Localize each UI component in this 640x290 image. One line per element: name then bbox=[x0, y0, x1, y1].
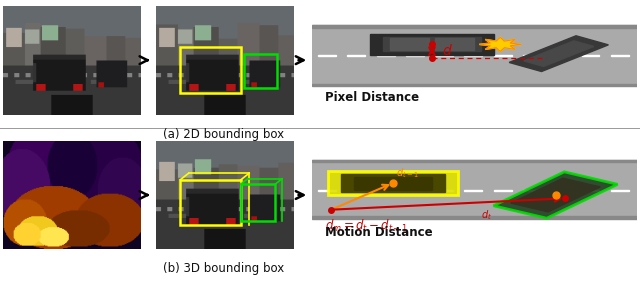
Bar bbox=[465, 55, 483, 56]
Polygon shape bbox=[524, 41, 594, 66]
Bar bbox=[341, 174, 445, 192]
Bar bbox=[312, 216, 637, 219]
Text: Motion Distance: Motion Distance bbox=[324, 226, 432, 238]
Bar bbox=[244, 54, 276, 88]
Text: (b) 3D bounding box: (b) 3D bounding box bbox=[163, 262, 285, 275]
Bar bbox=[552, 190, 570, 191]
Text: $d_{t-1}$: $d_{t-1}$ bbox=[396, 166, 419, 180]
Bar bbox=[348, 55, 365, 56]
Bar bbox=[348, 190, 365, 191]
Bar bbox=[611, 190, 628, 191]
Bar bbox=[406, 55, 424, 56]
Bar bbox=[493, 190, 511, 191]
Text: $d_m = d_t - d_{t-1}$: $d_m = d_t - d_{t-1}$ bbox=[324, 218, 408, 233]
Bar bbox=[582, 55, 600, 56]
Bar bbox=[312, 26, 637, 84]
Bar bbox=[435, 38, 474, 50]
Bar bbox=[312, 160, 637, 162]
Text: $d$: $d$ bbox=[442, 43, 452, 58]
Bar bbox=[552, 55, 570, 56]
Bar bbox=[354, 177, 432, 190]
Bar bbox=[328, 171, 458, 195]
Bar bbox=[493, 55, 511, 56]
Text: (a) 2D bounding box: (a) 2D bounding box bbox=[163, 128, 285, 141]
Bar bbox=[523, 55, 541, 56]
Bar bbox=[312, 84, 637, 86]
Bar bbox=[318, 55, 336, 56]
Bar bbox=[370, 34, 493, 55]
Bar bbox=[318, 190, 336, 191]
Polygon shape bbox=[493, 172, 618, 218]
Bar bbox=[611, 55, 628, 56]
Bar bbox=[435, 55, 453, 56]
Bar bbox=[241, 184, 275, 221]
Bar bbox=[465, 190, 483, 191]
Bar bbox=[312, 25, 637, 28]
Bar bbox=[523, 190, 541, 191]
Bar bbox=[377, 55, 395, 56]
Polygon shape bbox=[511, 178, 600, 212]
Bar bbox=[390, 38, 429, 50]
Bar bbox=[312, 160, 637, 217]
Bar bbox=[180, 180, 241, 226]
Bar bbox=[582, 190, 600, 191]
Bar bbox=[383, 37, 481, 52]
Polygon shape bbox=[479, 37, 522, 52]
Bar bbox=[435, 190, 453, 191]
Bar bbox=[406, 190, 424, 191]
Text: $d_t$: $d_t$ bbox=[481, 208, 492, 222]
Bar bbox=[377, 190, 395, 191]
Text: Pixel Distance: Pixel Distance bbox=[324, 91, 419, 104]
Polygon shape bbox=[509, 36, 609, 72]
Bar bbox=[180, 47, 241, 93]
